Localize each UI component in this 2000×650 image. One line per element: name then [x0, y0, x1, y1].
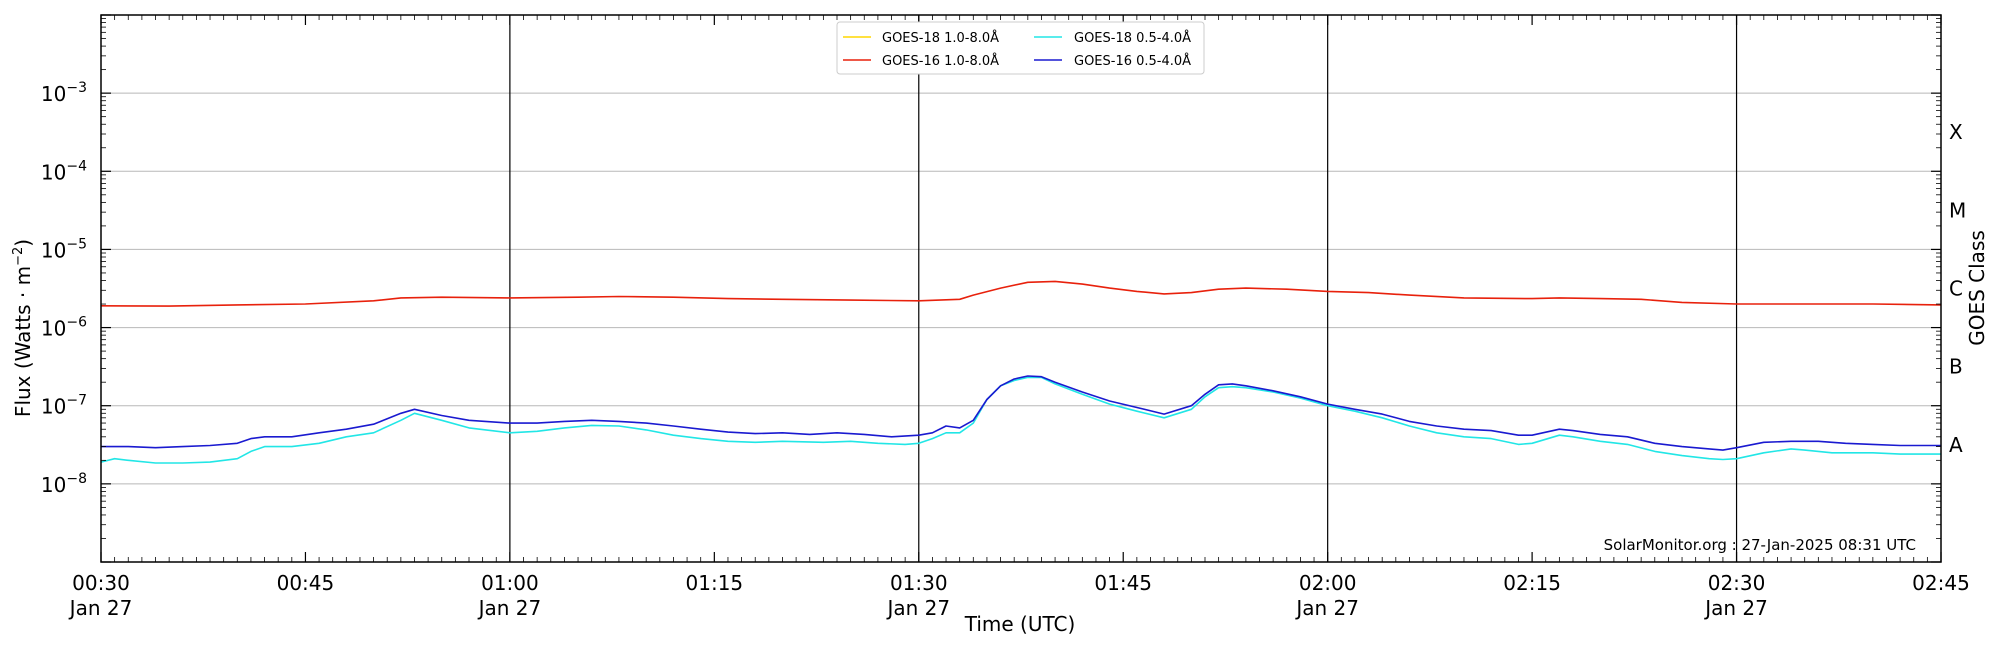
legend-label-goes18-long: GOES-18 1.0-8.0Å: [882, 30, 999, 46]
x-tick-date-label: Jan 27: [1703, 596, 1768, 620]
goes-class-axis-title: GOES Class: [1965, 230, 1989, 346]
legend-label-goes16-long: GOES-16 1.0-8.0Å: [882, 53, 999, 69]
y-tick-label: 10−3: [41, 80, 87, 106]
x-tick-date-label: Jan 27: [885, 596, 950, 620]
watermark: SolarMonitor.org : 27-Jan-2025 08:31 UTC: [1604, 536, 1916, 554]
x-tick-date-label: Jan 27: [68, 596, 133, 620]
series-line: [101, 375, 1941, 451]
x-tick-label: 02:15: [1503, 571, 1561, 595]
plot-frame: [100, 14, 1942, 563]
legend-label-goes18-short: GOES-18 0.5-4.0Å: [1074, 30, 1191, 46]
goes-class-labels: X M C B A: [1949, 120, 1966, 457]
y-axis-title: Flux (Watts · m−2): [11, 239, 35, 417]
x-axis-title: Time (UTC): [964, 612, 1076, 636]
hour-markers: [509, 15, 1738, 562]
legend-frame: [836, 21, 1205, 75]
x-tick-label: 00:45: [277, 571, 335, 595]
goes-class-label: X: [1949, 120, 1963, 144]
axis-ticks: [100, 14, 1942, 563]
y-tick-label: 10−5: [41, 236, 87, 262]
x-tick-label: 02:45: [1912, 571, 1970, 595]
x-tick-date-label: Jan 27: [477, 596, 542, 620]
series-line: [100, 376, 1941, 464]
x-tick-date-label: Jan 27: [1294, 596, 1359, 620]
x-tick-label: 01:15: [686, 571, 744, 595]
x-tick-label: 01:30: [890, 571, 948, 595]
y-tick-label: 10−6: [41, 315, 87, 341]
goes-class-label: M: [1949, 198, 1966, 222]
y-tick-label: 10−4: [41, 158, 87, 184]
x-tick-label: 01:00: [481, 571, 539, 595]
y-tick-label: 10−7: [41, 393, 87, 419]
y-tick-label: 10−8: [41, 471, 87, 497]
series-line: [100, 280, 1942, 307]
x-tick-label: 02:00: [1299, 571, 1357, 595]
x-tick-label: 02:30: [1708, 571, 1766, 595]
goes-class-label: B: [1949, 355, 1963, 379]
x-tick-label: 00:30: [72, 571, 130, 595]
y-tick-labels: 10−3 10−4 10−5 10−6 10−7 10−8: [41, 80, 87, 497]
grid-lines: [101, 92, 1941, 485]
goes-class-label: A: [1949, 433, 1963, 457]
legend: GOES-18 1.0-8.0Å GOES-16 1.0-8.0Å GOES-1…: [836, 21, 1205, 75]
goes-class-label: C: [1949, 277, 1963, 301]
legend-label-goes16-short: GOES-16 0.5-4.0Å: [1074, 53, 1191, 69]
series-lines: [100, 280, 1942, 464]
x-tick-label: 01:45: [1094, 571, 1152, 595]
